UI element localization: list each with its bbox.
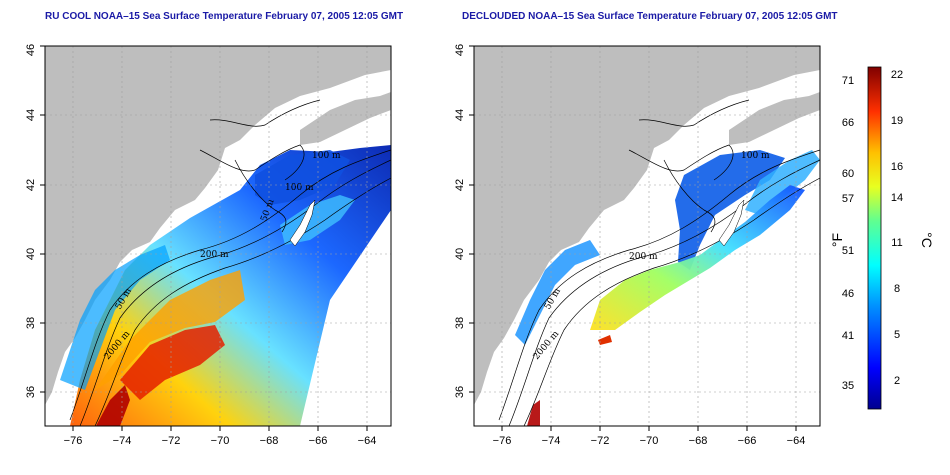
- x-tick-label: −64: [787, 435, 806, 447]
- contour-label: 200 m: [629, 252, 658, 262]
- y-tick-label: 42: [25, 179, 37, 191]
- land-mass-left: [45, 46, 391, 405]
- contour-label: 200 m: [200, 250, 229, 260]
- y-tick-label: 36: [25, 386, 37, 398]
- x-tick-label: −66: [738, 435, 757, 447]
- nova-scotia-right: [729, 92, 820, 145]
- gulf-stream-left: [95, 270, 245, 390]
- celsius-tick: 5: [894, 329, 900, 341]
- x-tick-label: −74: [113, 435, 132, 447]
- x-tick-label: −76: [493, 435, 512, 447]
- celsius-tick: 2: [894, 375, 900, 387]
- x-tick-label: −66: [309, 435, 328, 447]
- celsius-tick: 14: [891, 192, 903, 204]
- cape-cod-right: [718, 199, 745, 247]
- contour-label: 100 m: [285, 183, 314, 193]
- fahrenheit-tick: 41: [842, 330, 854, 342]
- x-tick-label: −70: [640, 435, 659, 447]
- warm-patch-right: [598, 335, 612, 345]
- celsius-tick: 16: [891, 161, 903, 173]
- warm-core-left: [120, 325, 225, 400]
- warm-shelf-right: [527, 400, 540, 426]
- colorbar-unit-c: °C: [919, 232, 935, 248]
- gulf-of-maine-right: [675, 150, 785, 270]
- y-tick-label: 38: [25, 317, 37, 329]
- left-map-frame: [44, 45, 392, 427]
- y-tick-label: 36: [454, 386, 466, 398]
- fahrenheit-tick: 51: [842, 245, 854, 257]
- x-tick-label: −68: [689, 435, 708, 447]
- x-tick-label: −76: [64, 435, 83, 447]
- cape-cod-left: [289, 199, 316, 247]
- y-tick-label: 40: [454, 248, 466, 260]
- fahrenheit-tick: 60: [842, 168, 854, 180]
- fahrenheit-tick: 71: [842, 75, 854, 87]
- right-map-area: 100 m 200 m 50 m 2000 m: [474, 46, 820, 426]
- contour-label: 100 m: [312, 151, 341, 161]
- grid-right: [474, 46, 820, 426]
- grid-left: [45, 46, 391, 426]
- x-tick-label: −74: [542, 435, 561, 447]
- x-tick-label: −72: [591, 435, 610, 447]
- colorbar: °F °C 71 66 60 57 51 46 41 35 22 19 16 1…: [829, 66, 935, 410]
- right-map-frame: [473, 45, 821, 427]
- celsius-tick: 8: [894, 283, 900, 295]
- left-x-axis: −76 −74 −72 −70 −68 −66 −64: [64, 426, 377, 447]
- left-y-axis: 36 38 40 42 44 46: [25, 44, 45, 398]
- y-tick-label: 44: [25, 109, 37, 121]
- slope-water-right: [590, 185, 805, 330]
- x-tick-label: −68: [260, 435, 279, 447]
- colorbar-unit-f: °F: [829, 233, 845, 247]
- y-tick-label: 38: [454, 317, 466, 329]
- right-x-axis: −76 −74 −72 −70 −68 −66 −64: [493, 426, 806, 447]
- y-tick-label: 46: [25, 44, 37, 56]
- y-tick-label: 42: [454, 179, 466, 191]
- left-map-area: 100 m 100 m 50 m 200 m 50 m 2000 m: [45, 46, 391, 426]
- warm-shelf-left: [96, 385, 130, 426]
- fahrenheit-tick: 57: [842, 193, 854, 205]
- x-tick-label: −70: [211, 435, 230, 447]
- y-tick-label: 46: [454, 44, 466, 56]
- coastal-shelf-left: [60, 245, 170, 390]
- nova-scotia-left: [300, 92, 391, 145]
- fahrenheit-tick: 46: [842, 288, 854, 300]
- celsius-tick: 19: [891, 115, 903, 127]
- x-tick-label: −72: [162, 435, 181, 447]
- colorbar-gradient: [867, 66, 882, 410]
- x-tick-label: −64: [358, 435, 377, 447]
- y-tick-label: 40: [25, 248, 37, 260]
- fahrenheit-tick: 66: [842, 117, 854, 129]
- right-panel-title: DECLOUDED NOAA–15 Sea Surface Temperatur…: [462, 11, 838, 22]
- land-mass-right: [474, 46, 820, 405]
- celsius-tick: 22: [891, 69, 903, 81]
- fahrenheit-tick: 35: [842, 380, 854, 392]
- celsius-tick: 11: [891, 237, 902, 249]
- contours-right: [498, 99, 820, 426]
- y-tick-label: 44: [454, 109, 466, 121]
- gulf-of-maine-left: [255, 150, 350, 205]
- contours-left: [69, 99, 391, 426]
- shelf-water-right: [515, 240, 600, 345]
- contour-label: 100 m: [741, 151, 770, 161]
- right-y-axis: 36 38 40 42 44 46: [454, 44, 474, 398]
- scotian-slope-right: [745, 150, 820, 215]
- left-panel-title: RU COOL NOAA–15 Sea Surface Temperature …: [45, 11, 404, 22]
